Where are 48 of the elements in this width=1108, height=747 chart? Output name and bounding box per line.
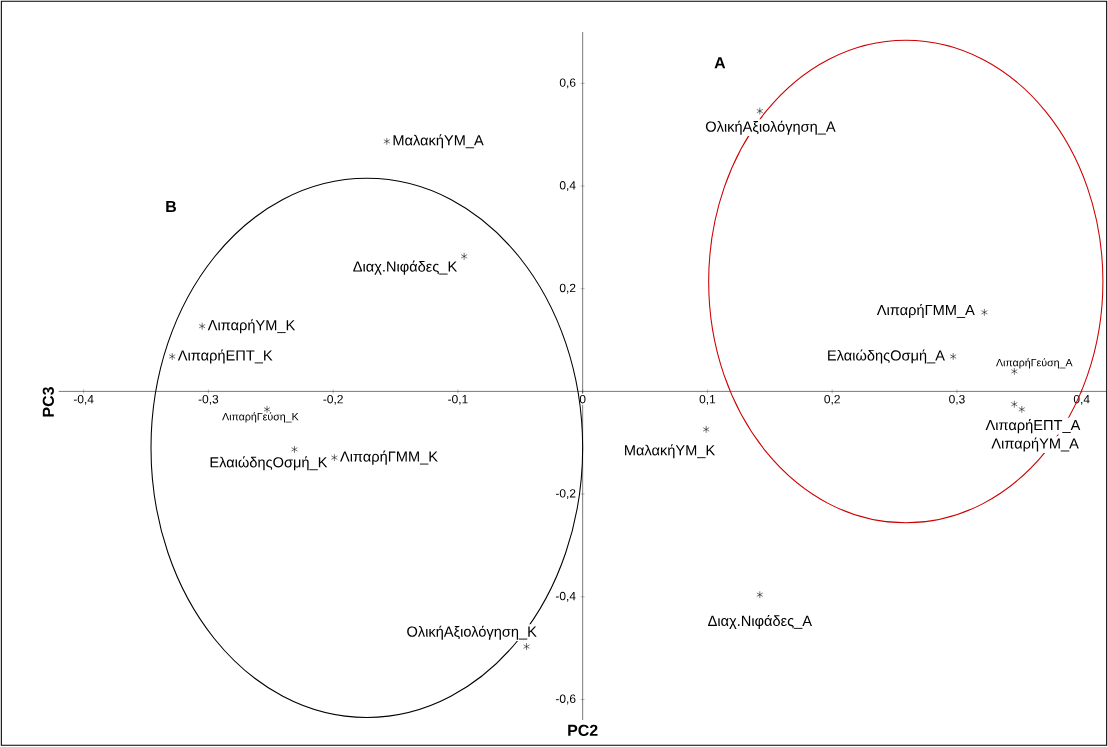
point <box>331 454 338 462</box>
annotation: ΜαλακήΥΜ_Α <box>393 134 484 149</box>
annotation: Διαχ.Νιφάδες_Κ <box>353 260 458 275</box>
point <box>1018 405 1026 414</box>
y-tick-label: -0,2 <box>555 489 576 500</box>
x-tick-label: -0,4 <box>73 395 94 406</box>
annotation: ΛιπαρήΕΠΤ_Κ <box>177 349 273 364</box>
point <box>756 591 764 599</box>
y-tick-label: -0,4 <box>555 591 576 602</box>
point <box>291 445 298 454</box>
annotation: ΛιπαρήΥΜ_Κ <box>207 319 296 334</box>
x-tick-label: 0,2 <box>824 395 840 406</box>
x-tick-label: 0,3 <box>949 395 965 406</box>
x-tick-label: 0,1 <box>699 395 716 406</box>
annotation: ΛιπαρήΓεύση_Κ <box>222 412 299 423</box>
y-tick-label: -0,6 <box>555 694 576 705</box>
point <box>460 252 468 261</box>
point <box>168 352 176 361</box>
point <box>198 322 206 331</box>
annotation: ΛιπαρήΓεύση_Α <box>996 358 1073 369</box>
point <box>383 137 391 146</box>
y-tick-label: 0,2 <box>559 283 576 294</box>
x-tick-label: -0,3 <box>198 395 219 406</box>
annotation: ΟλικήΑξιολόγηση_Α <box>705 120 836 135</box>
annotation: ΜαλακήΥΜ_Κ <box>625 444 716 459</box>
annotation: ΕλαιώδηςΟσμή_Κ <box>210 456 328 471</box>
point <box>523 643 530 651</box>
x-axis-title: PC2 <box>568 724 598 737</box>
x-tick-label: -0,2 <box>323 395 343 406</box>
point <box>1011 400 1018 409</box>
point <box>702 425 710 434</box>
y-tick-label: 0,4 <box>559 181 576 192</box>
annotation: A <box>714 57 726 69</box>
annotation: ΛιπαρήΥΜ_Α <box>991 437 1079 452</box>
y-axis-title: PC3 <box>42 387 54 417</box>
annotation: ΟλικήΑξιολόγηση_Κ <box>407 625 537 640</box>
y-tick-label: 0,6 <box>559 78 576 89</box>
annotation: ΛιπαρήΓΜΜ_Κ <box>340 450 438 465</box>
x-tick-label: -0,1 <box>448 395 468 406</box>
point <box>756 107 764 115</box>
point <box>981 308 988 317</box>
annotation: B <box>166 201 176 213</box>
annotation: Διαχ.Νιφάδες_Α <box>708 615 813 630</box>
annotation: ΕλαιώδηςΟσμή_Α <box>828 349 945 364</box>
annotation: ΛιπαρήΕΠΤ_Α <box>985 419 1081 434</box>
annotation: ΛιπαρήΓΜΜ_Α <box>876 304 975 319</box>
x-tick-label: 0 <box>579 395 586 404</box>
point <box>949 352 957 361</box>
